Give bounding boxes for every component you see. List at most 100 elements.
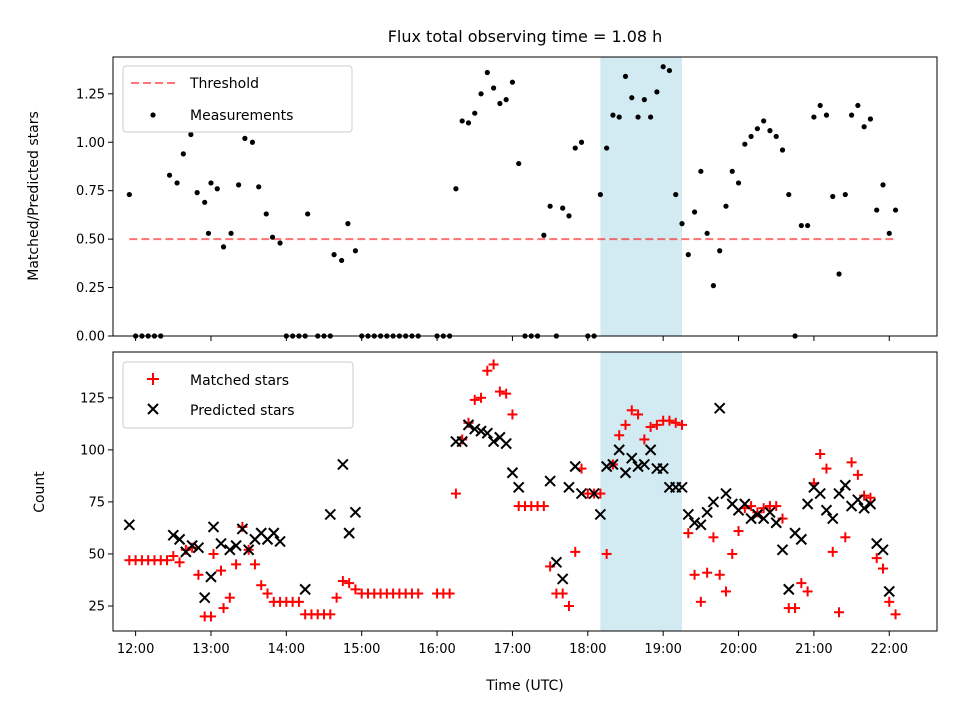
measurements-point xyxy=(263,211,269,217)
predicted-stars-point xyxy=(776,544,789,556)
predicted-stars-point xyxy=(242,544,255,556)
matched-stars-point xyxy=(444,588,455,599)
measurements-point xyxy=(855,102,861,109)
legend-predicted-label: Predicted stars xyxy=(190,403,295,419)
measurements-point xyxy=(560,205,566,211)
predicted-stars-point xyxy=(676,481,688,494)
predicted-stars-point xyxy=(770,517,782,529)
predicted-stars-point xyxy=(713,402,726,414)
measurements-point xyxy=(188,131,194,138)
predicted-stars-point xyxy=(864,498,877,510)
measurements-point xyxy=(673,191,679,198)
x-tick-label: 21:00 xyxy=(795,642,832,657)
matched-stars-point xyxy=(670,417,681,428)
bottom-panel-frame xyxy=(112,351,938,632)
predicted-stars-point xyxy=(751,508,764,521)
predicted-stars-point xyxy=(833,487,845,500)
predicted-stars-point xyxy=(820,504,833,516)
measurements-point xyxy=(848,112,855,118)
bottom-panel-highlight-layer xyxy=(600,352,683,631)
x-tick-label: 22:00 xyxy=(871,642,908,657)
x-tick-label: 14:00 xyxy=(268,642,305,657)
predicted-stars-point xyxy=(207,521,220,533)
predicted-stars-point xyxy=(324,508,337,521)
measurements-point xyxy=(635,114,641,120)
predicted-stars-point xyxy=(575,487,588,500)
measurements-point xyxy=(126,191,132,198)
matched-stars-point xyxy=(237,521,248,532)
matched-stars-point xyxy=(720,586,731,597)
measurements-point xyxy=(277,240,283,246)
predicted-stars-point xyxy=(462,419,475,431)
predicted-stars-point xyxy=(827,512,839,525)
matched-stars-point xyxy=(865,492,876,503)
measurements-point xyxy=(269,234,276,240)
measurements-point xyxy=(842,191,848,198)
matched-stars-point xyxy=(645,421,656,432)
predicted-stars-point xyxy=(236,523,249,535)
legend-measurements-swatch xyxy=(150,112,156,118)
predicted-stars-point xyxy=(745,512,757,525)
predicted-stars-point xyxy=(588,487,600,500)
predicted-stars-point xyxy=(569,460,581,473)
measurements-point xyxy=(830,193,836,200)
measurements-point xyxy=(604,145,610,151)
matched-stars-point xyxy=(538,501,549,512)
measurements-point xyxy=(748,133,754,140)
predicted-stars-point xyxy=(205,571,217,583)
y-tick-label: 50 xyxy=(88,547,105,562)
top-panel-x-ticks xyxy=(135,336,890,341)
y-tick-label: 125 xyxy=(80,391,105,406)
measurements-point xyxy=(194,190,200,196)
y-tick-label: 25 xyxy=(88,600,105,615)
legend-measurements-label: Measurements xyxy=(190,108,293,124)
predicted-stars-point xyxy=(839,479,852,491)
measurements-point xyxy=(761,118,767,124)
measurements-point xyxy=(654,89,660,95)
measurements-point xyxy=(874,207,880,213)
matched-stars-point xyxy=(708,532,719,543)
predicted-stars-point xyxy=(215,537,227,550)
predicted-stars-point xyxy=(343,527,355,539)
measurements-point xyxy=(541,232,547,238)
predicted-stars-point xyxy=(274,535,286,548)
predicted-stars-point xyxy=(607,458,619,471)
measurements-point xyxy=(256,184,262,190)
x-tick-label: 16:00 xyxy=(418,642,455,657)
measurements-point xyxy=(242,135,248,141)
matched-stars-point xyxy=(224,592,235,603)
top-panel-highlight-layer xyxy=(600,57,683,336)
measurements-point xyxy=(305,211,311,217)
predicted-stars-point xyxy=(594,508,607,521)
measurements-point xyxy=(892,207,899,213)
measurements-point xyxy=(767,128,773,134)
bottom-panel-x-ticks: 12:00 13:00 14:00 15:00 16:00 17:00 18:00 19:00… xyxy=(117,631,908,657)
measurements-point xyxy=(867,116,874,122)
measurements-point xyxy=(666,67,673,74)
measurements-point xyxy=(823,112,830,118)
measurements-point xyxy=(566,213,572,219)
y-tick-label: 0.50 xyxy=(76,233,105,248)
measurements-point xyxy=(547,203,553,209)
measurements-point xyxy=(773,133,779,140)
matched-stars-point xyxy=(714,569,725,580)
measurements-point xyxy=(710,283,717,289)
predicted-stars-point xyxy=(513,481,525,494)
measurements-point xyxy=(629,95,635,101)
matched-stars-point xyxy=(231,559,242,570)
predicted-stars-point xyxy=(186,539,198,552)
y-tick-label: 75 xyxy=(88,495,105,510)
measurements-point xyxy=(729,168,735,174)
bottom-panel-y-ticks: 25 50 75 100 125 xyxy=(80,391,113,615)
measurements-point xyxy=(754,126,760,132)
predicted-stars-point xyxy=(167,529,179,541)
matched-stars-point xyxy=(614,430,625,441)
measurements-point xyxy=(205,230,212,236)
y-tick-label: 1.00 xyxy=(76,136,105,151)
measurements-point xyxy=(236,182,242,188)
measurements-point xyxy=(214,186,220,192)
top-panel-frame xyxy=(112,56,938,337)
predicted-stars-point xyxy=(299,583,311,596)
predicted-stars-point xyxy=(626,452,638,464)
matched-stars-point xyxy=(249,559,260,570)
